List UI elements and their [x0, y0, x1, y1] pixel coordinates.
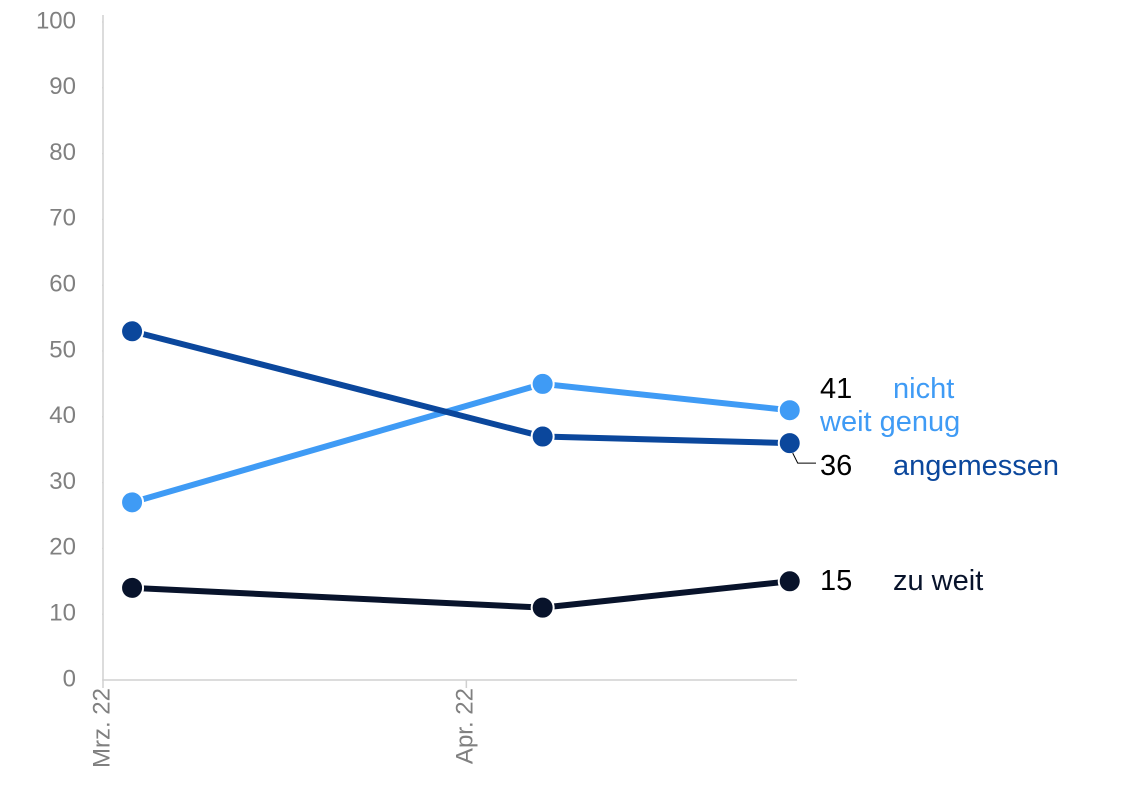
y-tick-label: 0 [63, 665, 76, 692]
y-tick-label: 50 [49, 336, 76, 363]
point [530, 424, 555, 449]
point [530, 595, 555, 620]
end-value-label: 36 [820, 450, 852, 482]
point [120, 490, 145, 515]
point [120, 575, 145, 600]
connector [792, 452, 816, 464]
point [777, 431, 802, 456]
point [530, 371, 555, 396]
x-tick-label: Apr. 22 [452, 688, 479, 764]
point [120, 319, 145, 344]
y-tick-label: 90 [49, 73, 76, 100]
y-tick-label: 70 [49, 205, 76, 232]
y-tick-label: 40 [49, 402, 76, 429]
y-tick-label: 20 [49, 534, 76, 561]
y-tick-label: 30 [49, 468, 76, 495]
series-label: angemessen [893, 450, 1060, 483]
y-tick-label: 10 [49, 600, 76, 627]
y-tick-label: 100 [36, 7, 76, 34]
x-tick-label: Mrz. 22 [88, 688, 115, 768]
point [777, 569, 802, 594]
end-value-label: 15 [820, 565, 852, 597]
y-tick-label: 60 [49, 271, 76, 298]
y-tick-label: 80 [49, 139, 76, 166]
series-line [131, 328, 790, 447]
series-label: zu weit [893, 565, 984, 598]
series-label: nicht weit genug [820, 373, 961, 439]
end-value-label: 41 [820, 373, 852, 405]
series-line [131, 578, 791, 611]
point [777, 398, 802, 423]
